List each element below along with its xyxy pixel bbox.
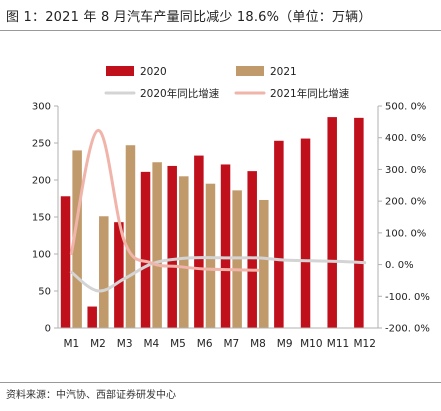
left-tick-label: 200 [32,176,51,187]
source-note: 资料来源：中汽协、西部证券研发中心 [6,390,176,401]
bar-2021-M3 [125,145,136,328]
bar-2020-M3 [114,222,124,328]
right-tick-label: 200. 0% [385,197,426,208]
category-label: M8 [250,338,266,350]
bar-2020-M4 [140,171,151,328]
category-label: M10 [300,338,322,350]
bar-2021-M5 [179,176,189,328]
bar-2020-M12 [354,117,364,328]
lines-group [69,128,367,293]
bar-2020-M11 [327,117,337,328]
bar-2020-M10 [300,138,311,328]
category-label: M1 [63,338,79,350]
bar-2020-M9 [274,140,284,328]
line-2020年同比增速 [69,256,367,293]
legend-label-2021年同比增速: 2021年同比增速 [270,87,350,100]
left-tick-label: 150 [32,213,51,224]
right-tick-label: -100. 0% [385,292,430,303]
category-label: M12 [353,338,375,350]
bar-2020-M2 [87,306,97,328]
figure-title: 图 1：2021 年 8 月汽车产量同比减少 18.6%（单位：万辆） [6,10,372,25]
right-tick-label: 400. 0% [385,133,426,144]
category-label: M9 [277,338,293,350]
category-label: M7 [223,338,239,350]
legend-label-2020: 2020 [140,66,167,78]
bottom-divider [0,382,441,383]
bar-2021-M8 [259,199,269,328]
left-tick-label: 100 [32,250,51,261]
category-label: M3 [117,338,133,350]
left-tick-label: 50 [38,287,51,298]
bar-2020-M5 [167,165,177,328]
legend-label-2020年同比增速: 2020年同比增速 [140,87,220,100]
bar-2021-M2 [99,216,109,328]
legend-swatch-2021 [236,66,264,76]
left-tick-label: 300 [32,102,51,113]
bar-2020-M1 [60,196,71,328]
bar-2020-M7 [220,164,231,328]
bar-2020-M6 [194,155,204,328]
right-tick-label: 500. 0% [385,102,426,113]
bar-2020-M8 [247,171,257,328]
legend: 2020 2021 2020年同比增速 2021年同比增速 [104,66,350,100]
top-divider [0,30,441,31]
combo-chart: 2020 2021 2020年同比增速 2021年同比增速 0 50 100 150 200 2… [32,66,430,351]
category-label: M6 [197,338,213,350]
legend-swatch-2020 [106,66,134,76]
category-label: M2 [90,338,106,350]
axes-group: 0 50 100 150 200 250 300 -200. 0% -100. 0% 0. 0% 1… [32,102,430,351]
bar-2021-M6 [205,183,216,328]
bar-2021-M4 [152,162,162,328]
right-tick-label: 0. 0% [385,260,414,271]
right-tick-label: 300. 0% [385,165,426,176]
right-tick-label: -200. 0% [385,324,430,335]
legend-label-2021: 2021 [270,66,297,78]
bar-2021-M1 [72,150,82,328]
category-label: M4 [143,338,159,350]
category-label: M5 [170,338,186,350]
line-2021年同比增速 [69,128,260,272]
category-label: M11 [327,338,349,350]
left-tick-label: 0 [45,324,51,335]
left-tick-label: 250 [32,139,51,150]
right-tick-label: 100. 0% [385,228,426,239]
